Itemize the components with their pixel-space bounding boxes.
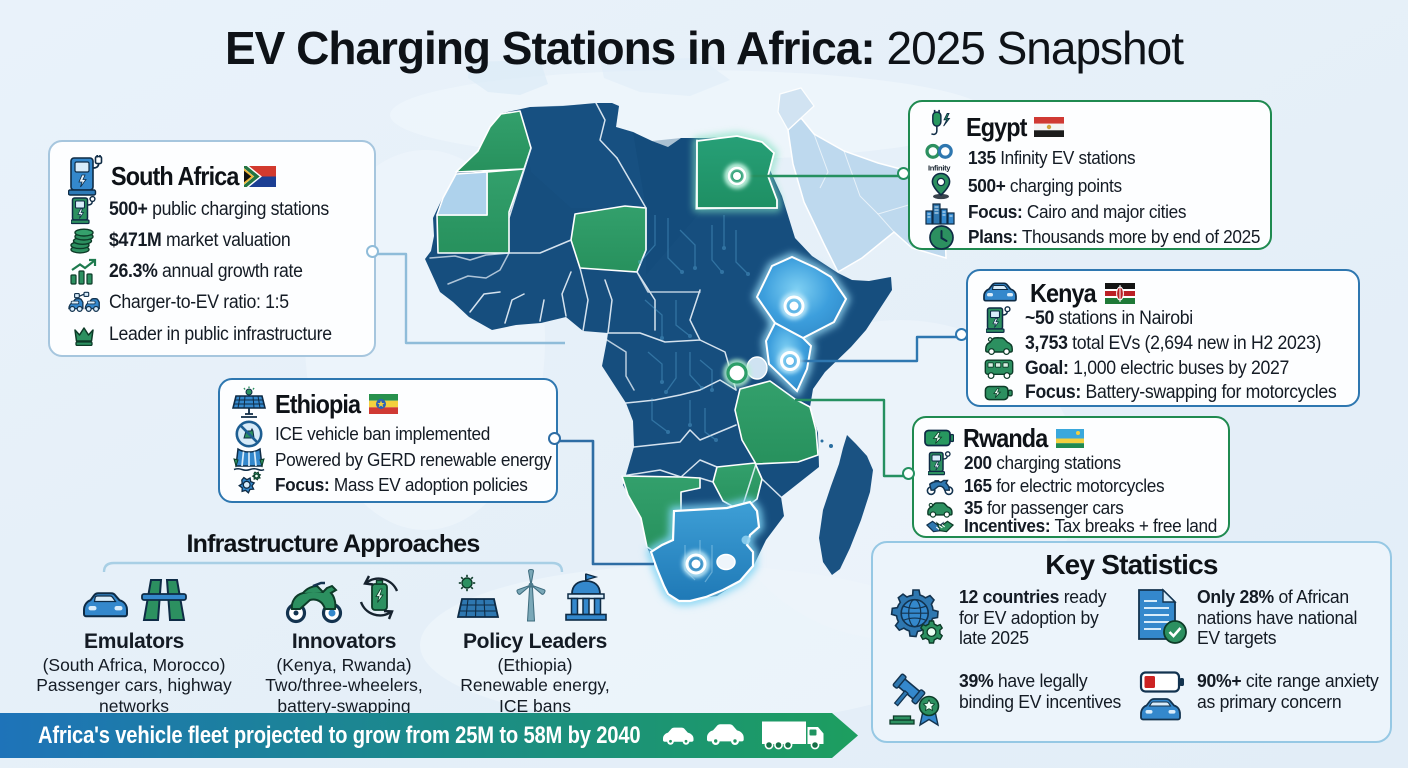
svg-text:Infinity: Infinity: [928, 163, 951, 172]
